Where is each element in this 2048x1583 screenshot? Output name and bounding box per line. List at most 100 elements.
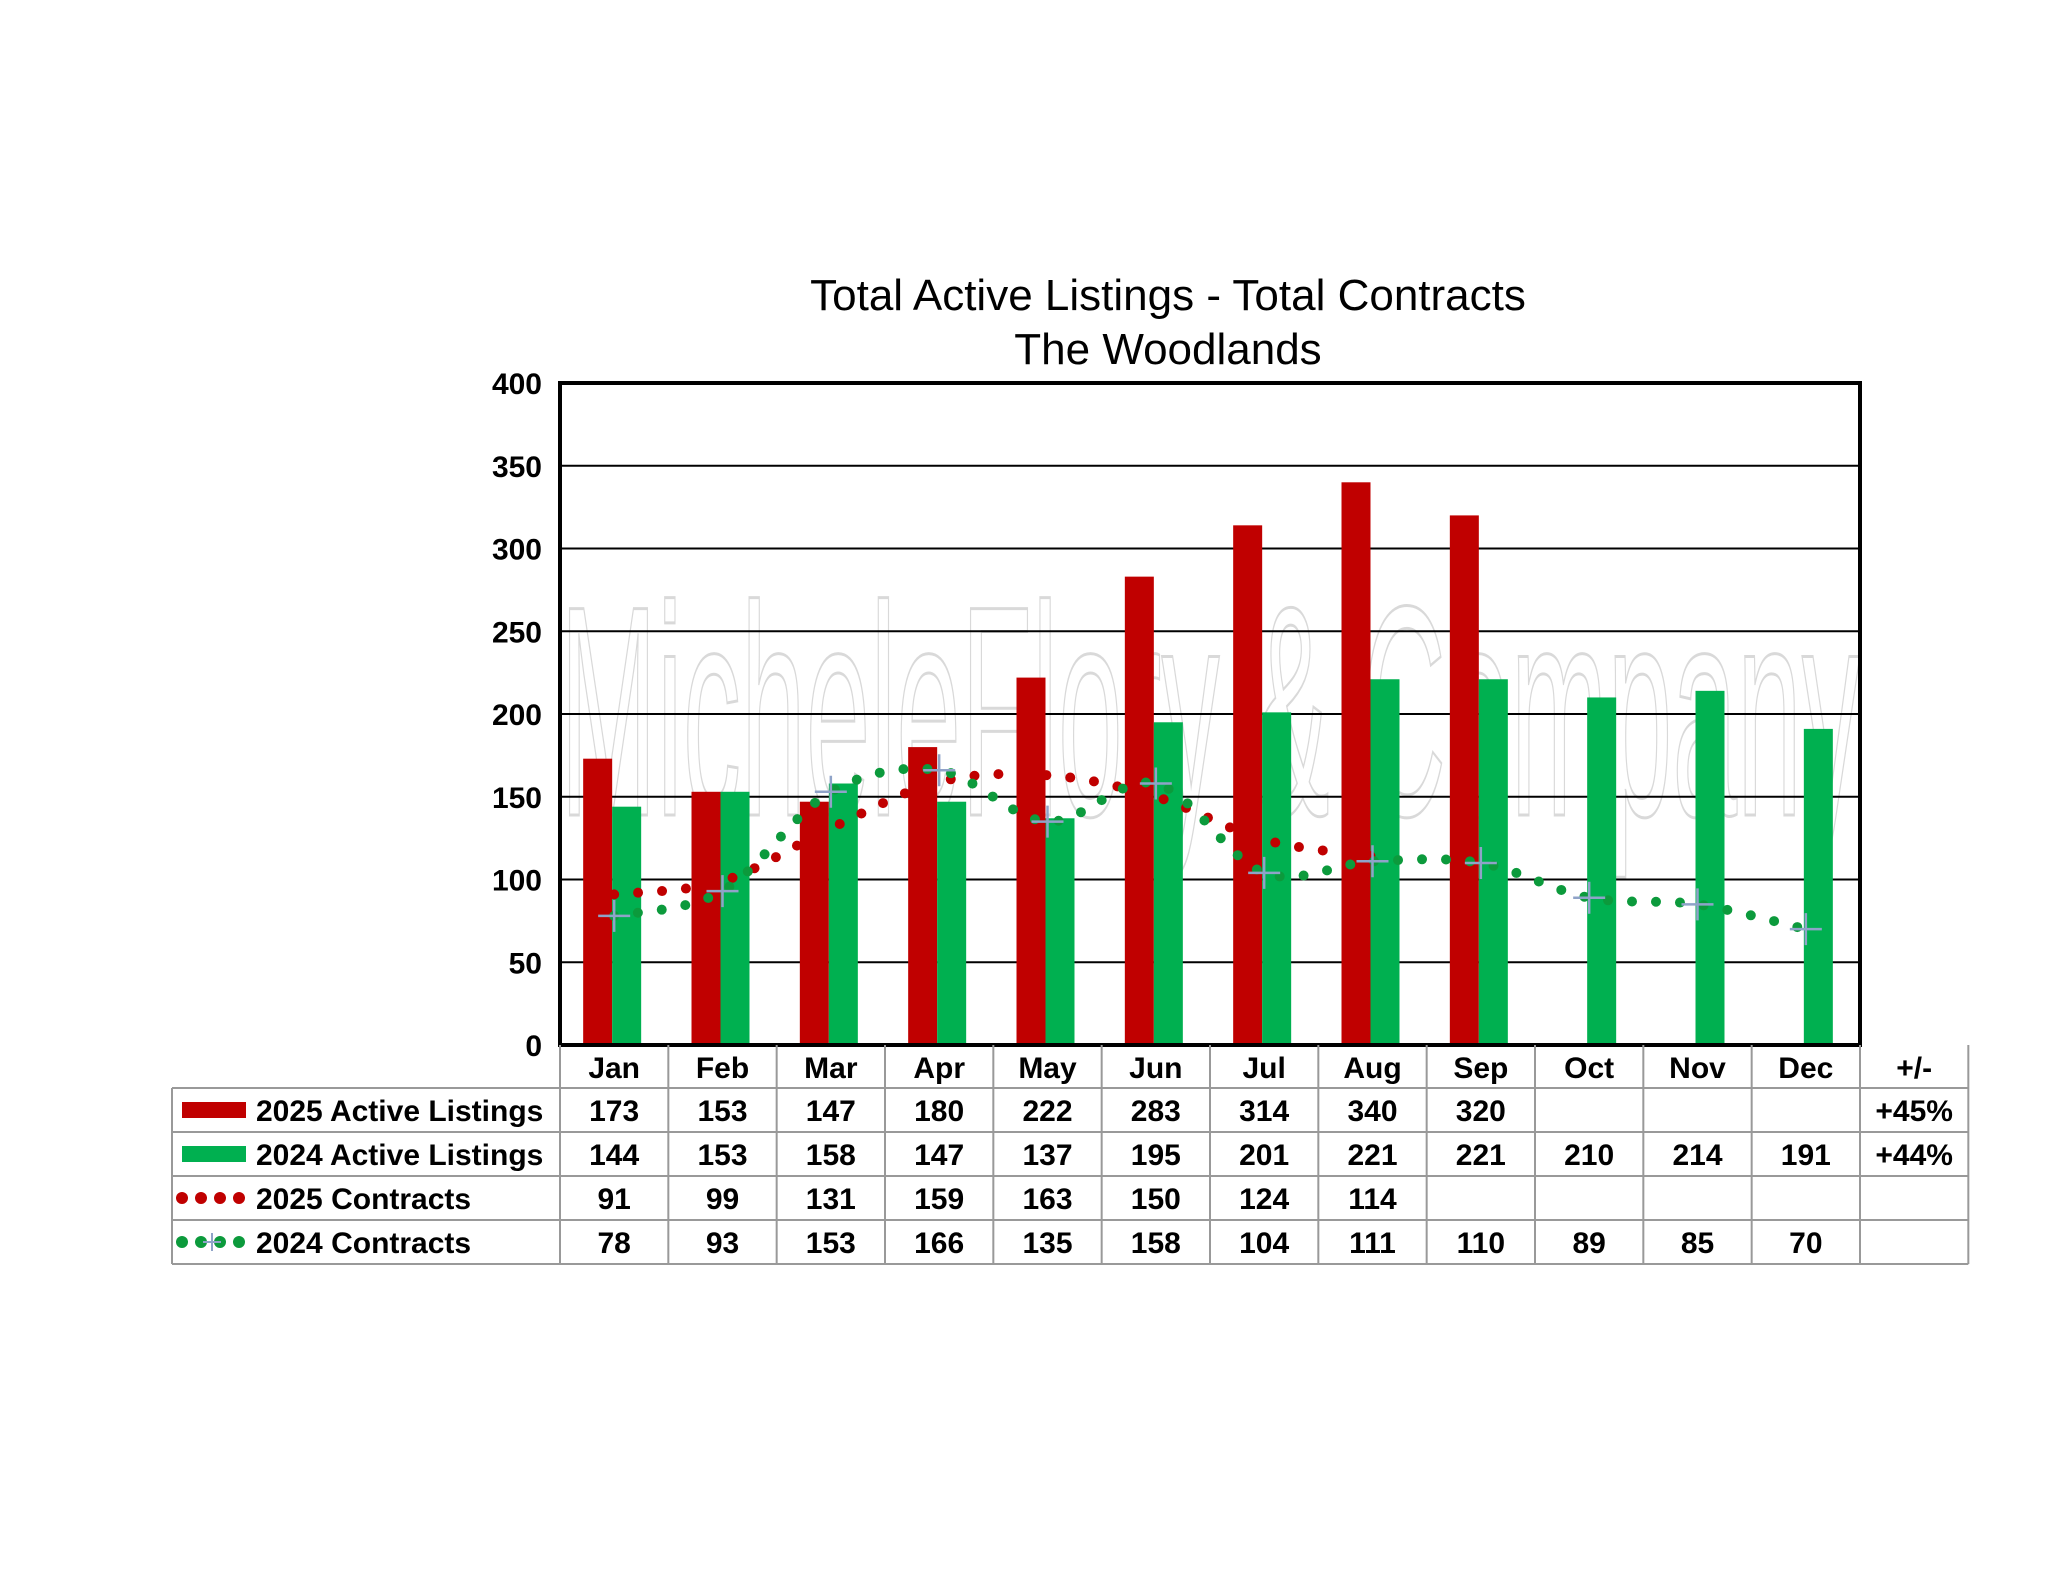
bar-2024-active-listings-jun <box>1153 722 1183 1045</box>
y-tick-label: 300 <box>492 534 542 567</box>
bars <box>583 482 1833 1045</box>
point-2024-contracts-6 <box>1248 856 1281 889</box>
change-2024-active-listings: +44% <box>1875 1139 1953 1172</box>
change-header: +/- <box>1896 1052 1932 1085</box>
bar-2024-active-listings-feb <box>720 791 750 1045</box>
bar-2025-active-listings-apr <box>908 747 938 1045</box>
bar-2025-active-listings-sep <box>1449 515 1479 1045</box>
point-2024-contracts-1 <box>706 875 739 908</box>
legend-key-2024-active-listings <box>182 1146 246 1162</box>
month-label-dec: Dec <box>1778 1052 1833 1085</box>
cell-2024-active-listings-jul: 201 <box>1239 1139 1289 1172</box>
y-axis-ticks: 0 50 100 150 200 250 300 350 400 <box>492 368 542 1063</box>
cell-2025-active-listings-feb: 153 <box>697 1095 747 1128</box>
cell-2024-active-listings-mar: 158 <box>806 1139 856 1172</box>
cell-2024-active-listings-oct: 210 <box>1564 1139 1614 1172</box>
bar-2025-active-listings-may <box>1016 677 1046 1045</box>
cell-2025-active-listings-jul: 314 <box>1239 1095 1289 1128</box>
point-2024-contracts-0 <box>598 899 631 932</box>
y-tick-label: 250 <box>492 616 542 649</box>
cell-2024-active-listings-may: 137 <box>1022 1139 1072 1172</box>
cell-2025-active-listings-mar: 147 <box>806 1095 856 1128</box>
legend-key-2024-contracts-dot <box>233 1236 245 1248</box>
cell-2025-contracts-feb: 99 <box>706 1183 739 1216</box>
cell-2024-contracts-oct: 89 <box>1572 1227 1605 1260</box>
cell-2025-contracts-jan: 91 <box>597 1183 630 1216</box>
month-label-sep: Sep <box>1453 1052 1508 1085</box>
y-tick-label: 0 <box>525 1030 542 1063</box>
cell-2025-contracts-aug: 114 <box>1348 1183 1397 1216</box>
watermark-text: MicheleFlory & Company <box>560 543 1860 881</box>
bar-2024-active-listings-dec <box>1803 728 1833 1045</box>
month-label-may: May <box>1018 1052 1077 1085</box>
cell-2025-contracts-may: 163 <box>1022 1183 1072 1216</box>
month-label-mar: Mar <box>804 1052 858 1085</box>
gridlines <box>560 464 1860 964</box>
data-table: Jan Feb Mar Apr May Jun Jul Aug Sep Oct Nov Dec +/- 2… <box>171 1045 1970 1265</box>
cell-2024-contracts-aug: 111 <box>1349 1227 1396 1260</box>
row-label-2025-contracts: 2025 Contracts <box>256 1183 471 1216</box>
cell-2024-active-listings-feb: 153 <box>697 1139 747 1172</box>
cell-2024-contracts-sep: 110 <box>1457 1227 1505 1260</box>
point-2024-contracts-9 <box>1573 881 1606 914</box>
cell-2024-contracts-jul: 104 <box>1239 1227 1289 1260</box>
cell-2025-active-listings-aug: 340 <box>1347 1095 1397 1128</box>
bar-2025-active-listings-jul <box>1233 525 1263 1045</box>
contract-lines <box>598 754 1822 946</box>
point-2024-contracts-7 <box>1356 845 1389 878</box>
cell-2025-active-listings-jun: 283 <box>1131 1095 1181 1128</box>
month-label-aug: Aug <box>1343 1052 1401 1085</box>
point-2024-contracts-4 <box>1031 805 1064 838</box>
bar-2025-active-listings-feb <box>691 791 721 1045</box>
cell-2024-contracts-may: 135 <box>1022 1227 1072 1260</box>
cell-2025-contracts-jul: 124 <box>1239 1183 1289 1216</box>
legend-key-2025-contracts-dot <box>195 1192 207 1204</box>
cell-2024-active-listings-jun: 195 <box>1131 1139 1181 1172</box>
chart-subtitle: The Woodlands <box>1014 325 1321 374</box>
legend-key-2024-contracts-dot <box>195 1236 207 1248</box>
cell-2024-contracts-dec: 70 <box>1789 1227 1822 1260</box>
bar-2024-active-listings-may <box>1045 818 1075 1045</box>
row-label-2025-active-listings: 2025 Active Listings <box>256 1095 543 1128</box>
month-label-jul: Jul <box>1242 1052 1285 1085</box>
cell-2025-contracts-jun: 150 <box>1131 1183 1181 1216</box>
cell-2025-contracts-apr: 159 <box>914 1183 964 1216</box>
month-label-nov: Nov <box>1669 1052 1726 1085</box>
month-label-apr: Apr <box>913 1052 965 1085</box>
cell-2025-active-listings-may: 222 <box>1022 1095 1072 1128</box>
y-tick-label: 50 <box>509 947 542 980</box>
line-2024-contracts <box>609 763 1811 935</box>
legend-key-2025-active-listings <box>182 1102 246 1118</box>
point-2024-contracts-5 <box>1139 767 1172 800</box>
bar-2025-active-listings-mar <box>799 801 829 1045</box>
y-tick-label: 100 <box>492 865 542 898</box>
point-2024-contracts-3 <box>923 754 956 787</box>
bar-2024-active-listings-apr <box>937 801 967 1045</box>
y-tick-label: 400 <box>492 368 542 401</box>
point-2024-contracts-8 <box>1464 846 1497 879</box>
legend-key-2025-contracts-dot <box>176 1192 188 1204</box>
chart-title: Total Active Listings - Total Contracts <box>810 271 1526 320</box>
legend-key-2025-contracts-dot <box>214 1192 226 1204</box>
y-tick-label: 350 <box>492 451 542 484</box>
cell-2024-active-listings-apr: 147 <box>914 1139 964 1172</box>
point-2024-contracts-11 <box>1789 913 1822 946</box>
bar-2025-active-listings-jan <box>583 758 613 1045</box>
bar-2024-active-listings-jan <box>612 806 642 1045</box>
bar-2025-active-listings-jun <box>1124 576 1154 1045</box>
cell-2024-contracts-jan: 78 <box>597 1227 630 1260</box>
cell-2025-contracts-mar: 131 <box>806 1183 856 1216</box>
month-label-feb: Feb <box>696 1052 749 1085</box>
y-tick-label: 200 <box>492 699 542 732</box>
cell-2024-contracts-jun: 158 <box>1131 1227 1181 1260</box>
cell-2024-contracts-apr: 166 <box>914 1227 964 1260</box>
cell-2024-active-listings-aug: 221 <box>1347 1139 1397 1172</box>
cell-2024-active-listings-dec: 191 <box>1781 1139 1831 1172</box>
cell-2024-active-listings-sep: 221 <box>1456 1139 1506 1172</box>
bar-2024-active-listings-oct <box>1587 697 1617 1045</box>
cell-2025-active-listings-sep: 320 <box>1456 1095 1506 1128</box>
cell-2024-active-listings-jan: 144 <box>589 1139 639 1172</box>
watermark: MicheleFlory & Company <box>559 542 1862 883</box>
cell-2024-active-listings-nov: 214 <box>1672 1139 1722 1172</box>
